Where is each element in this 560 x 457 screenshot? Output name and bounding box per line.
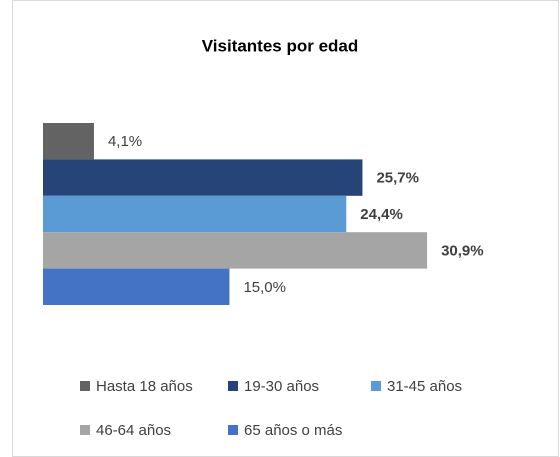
legend-swatch xyxy=(228,425,238,435)
legend-label: 46-64 años xyxy=(96,422,171,439)
bar xyxy=(43,268,230,305)
value-label: 15,0% xyxy=(243,279,286,296)
legend-label: 65 años o más xyxy=(244,422,342,439)
value-label: 25,7% xyxy=(376,170,419,187)
bar xyxy=(43,232,428,269)
legend-swatch xyxy=(228,381,238,391)
legend-swatch xyxy=(80,381,90,391)
legend-label: 19-30 años xyxy=(244,378,319,395)
legend-label: Hasta 18 años xyxy=(96,378,193,395)
legend-label: 31-45 años xyxy=(387,378,462,395)
chart-title: Visitantes por edad xyxy=(202,36,359,55)
bar xyxy=(43,195,347,233)
legend-swatch xyxy=(80,425,90,435)
bar xyxy=(43,123,94,160)
value-label: 30,9% xyxy=(441,242,484,259)
value-label: 4,1% xyxy=(108,133,142,150)
value-label: 24,4% xyxy=(360,206,403,223)
legend-swatch xyxy=(371,381,381,391)
bar xyxy=(43,159,363,196)
